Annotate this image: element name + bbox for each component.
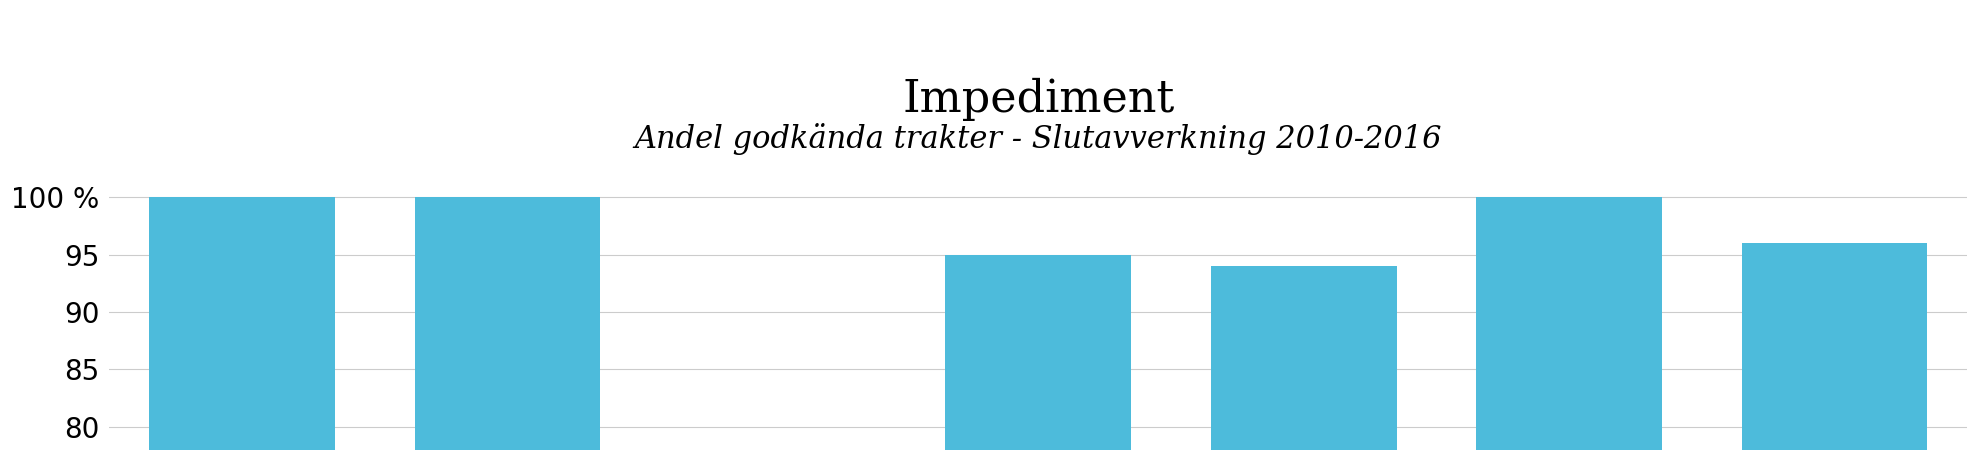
- Bar: [1741, 243, 1927, 459]
- Bar: [1476, 197, 1661, 459]
- Bar: [946, 255, 1131, 459]
- Bar: [1210, 266, 1397, 459]
- Title: Impediment: Impediment: [902, 78, 1174, 121]
- Bar: [415, 197, 600, 459]
- Bar: [149, 197, 336, 459]
- Text: Andel godkända trakter - Slutavverkning 2010-2016: Andel godkända trakter - Slutavverkning …: [634, 123, 1443, 155]
